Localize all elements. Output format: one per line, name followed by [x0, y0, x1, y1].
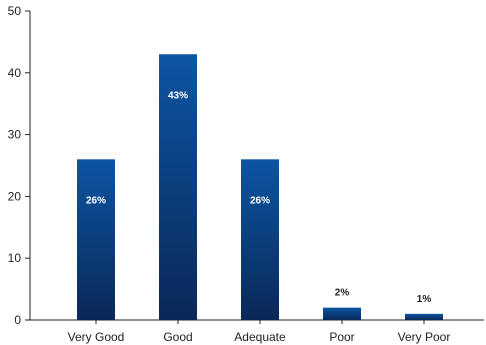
bar [405, 313, 443, 320]
bars [77, 54, 443, 320]
data-label: 1% [417, 294, 432, 305]
bar [77, 159, 115, 320]
x-tick-label: Very Good [68, 330, 125, 344]
y-tick-label: 40 [8, 66, 22, 80]
y-tick-label: 20 [8, 189, 22, 203]
bar [159, 54, 197, 320]
x-tick-label: Very Poor [398, 330, 451, 344]
data-label: 26% [250, 195, 270, 206]
y-tick-label: 50 [8, 4, 22, 18]
x-tick-label: Good [163, 330, 192, 344]
bar [241, 159, 279, 320]
y-tick-label: 0 [14, 313, 21, 327]
y-tick-label: 30 [8, 128, 22, 142]
data-label: 43% [168, 90, 188, 101]
y-tick-label: 10 [8, 251, 22, 265]
data-label: 26% [86, 195, 106, 206]
x-tick-label: Adequate [234, 330, 286, 344]
bar [323, 307, 361, 320]
data-label: 2% [335, 288, 350, 299]
x-tick-label: Poor [329, 330, 354, 344]
labels: Very Good 26% Good 43% Adequate 26% Poor 2% Very… [68, 90, 451, 344]
